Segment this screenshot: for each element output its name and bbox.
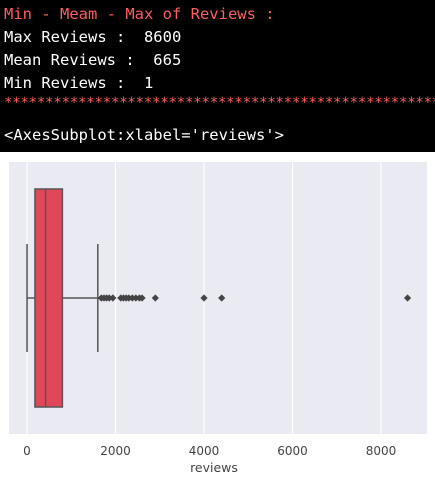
axes-repr-line: <AxesSubplot:xlabel='reviews'> bbox=[4, 126, 284, 144]
console-output: Min - Meam - Max of Reviews : Max Review… bbox=[0, 0, 435, 152]
outlier-point bbox=[403, 294, 412, 302]
min-reviews-line: Min Reviews : 1 bbox=[4, 74, 154, 92]
boxplot-svg: 0 2000 4000 6000 8000 reviews bbox=[9, 162, 427, 475]
box-group bbox=[26, 188, 99, 408]
boxplot-chart: 0 2000 4000 6000 8000 reviews bbox=[0, 152, 435, 481]
x-tick-labels: 0 2000 4000 6000 8000 bbox=[23, 444, 396, 458]
x-tick-label: 4000 bbox=[189, 444, 220, 458]
x-tick-label: 2000 bbox=[100, 444, 131, 458]
mean-reviews-line: Mean Reviews : 665 bbox=[4, 51, 182, 69]
max-reviews-line: Max Reviews : 8600 bbox=[4, 28, 182, 46]
outlier-point bbox=[138, 294, 146, 302]
outlier-point bbox=[109, 294, 117, 302]
outlier-point bbox=[218, 294, 226, 302]
x-tick-label: 8000 bbox=[366, 444, 397, 458]
x-tick-label: 6000 bbox=[277, 444, 308, 458]
x-tick-label: 0 bbox=[23, 444, 31, 458]
outlier-point bbox=[151, 294, 159, 302]
iqr-box bbox=[34, 188, 64, 408]
separator-line: ****************************************… bbox=[4, 95, 435, 111]
x-axis-label: reviews bbox=[190, 460, 238, 475]
outlier-point bbox=[200, 294, 208, 302]
stats-header: Min - Meam - Max of Reviews : bbox=[4, 5, 275, 23]
outliers-group bbox=[97, 294, 412, 302]
